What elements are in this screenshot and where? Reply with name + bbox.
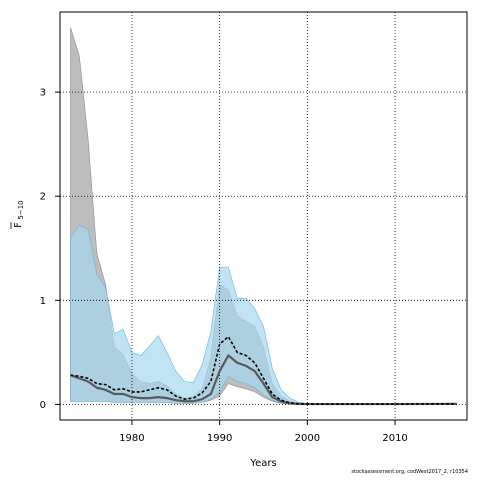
x-axis-title: Years — [249, 458, 276, 469]
footer-credit: stockassessment.org, codWest2017_2, r103… — [351, 469, 468, 475]
y-tick-label-2: 2 — [40, 192, 46, 203]
y-axis-title: F 5−10 — [10, 200, 25, 229]
median-line-dotted — [70, 335, 457, 405]
median-lines — [70, 335, 457, 406]
y-axis-title-subscript: 5−10 — [17, 200, 25, 219]
y-tick-label-3: 3 — [40, 88, 46, 99]
y-axis-title-main: F — [13, 222, 24, 228]
x-tick-label-1980: 1980 — [119, 433, 144, 444]
y-tick-label-0: 0 — [40, 400, 46, 411]
plot-frame — [59, 11, 468, 421]
median-line-gray — [70, 353, 457, 406]
y-axis: 0 1 2 3 — [40, 88, 60, 411]
x-tick-label-1990: 1990 — [207, 433, 232, 444]
confidence-bands — [70, 27, 457, 405]
x-tick-label-2010: 2010 — [382, 433, 407, 444]
y-tick-label-1: 1 — [40, 296, 46, 307]
x-axis: 1980 1990 2000 2010 — [119, 420, 408, 444]
x-tick-label-2000: 2000 — [295, 433, 320, 444]
